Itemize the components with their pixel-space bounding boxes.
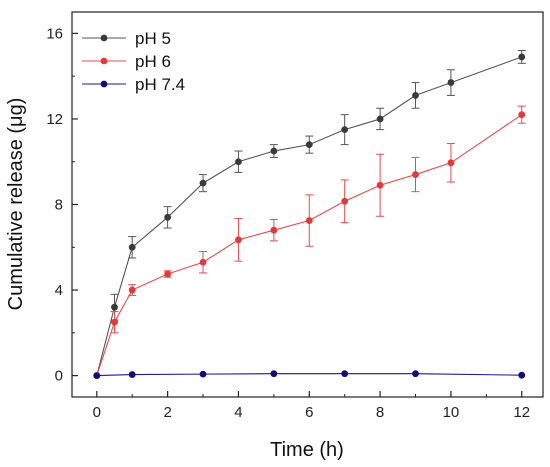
data-point xyxy=(518,53,526,61)
data-point xyxy=(128,286,136,294)
x-tick-label: 12 xyxy=(513,404,530,421)
data-point xyxy=(199,179,207,187)
data-point xyxy=(164,270,172,278)
data-point xyxy=(305,217,313,224)
x-axis: 0 2 4 6 8 10 12 xyxy=(93,391,530,421)
data-point xyxy=(341,197,349,205)
legend-item: pH 6 xyxy=(82,52,171,71)
data-point xyxy=(164,213,172,221)
x-tick-label: 4 xyxy=(234,404,242,421)
legend-item: pH 5 xyxy=(82,29,171,48)
data-point xyxy=(111,318,118,326)
legend-item: pH 7.4 xyxy=(82,75,185,94)
data-point xyxy=(447,159,455,167)
legend-label: pH 7.4 xyxy=(135,75,185,94)
data-point xyxy=(412,92,419,99)
data-point xyxy=(518,371,526,379)
y-tick-label: 4 xyxy=(55,282,63,299)
x-tick-label: 8 xyxy=(376,404,384,421)
data-point xyxy=(305,141,313,149)
y-tick-label: 12 xyxy=(46,111,63,128)
y-tick-label: 0 xyxy=(55,368,63,385)
data-point xyxy=(376,181,384,189)
data-point xyxy=(93,372,101,380)
x-tick-label: 0 xyxy=(93,404,101,421)
data-point xyxy=(376,115,384,123)
data-point xyxy=(128,371,136,378)
data-point xyxy=(341,370,349,378)
legend-marker xyxy=(100,57,108,65)
legend-marker xyxy=(100,80,108,88)
legend: pH 5 pH 6 pH 7.4 xyxy=(82,29,185,94)
data-point xyxy=(412,171,419,178)
legend-label: pH 5 xyxy=(135,29,171,48)
x-tick-label: 2 xyxy=(163,404,171,421)
data-point xyxy=(412,370,419,378)
data-point xyxy=(270,147,278,155)
data-point xyxy=(128,243,136,251)
data-point xyxy=(199,370,207,378)
x-axis-title: Time (h) xyxy=(270,439,344,461)
data-point xyxy=(199,258,207,266)
data-point xyxy=(270,370,278,378)
data-point xyxy=(341,126,349,134)
data-point xyxy=(518,111,526,119)
x-tick-label: 10 xyxy=(443,404,460,421)
y-tick-label: 16 xyxy=(46,25,63,42)
legend-label: pH 6 xyxy=(135,52,171,71)
series-ph-7.4 xyxy=(93,370,526,380)
series-layer xyxy=(93,50,526,380)
data-point xyxy=(447,79,455,86)
y-axis: 0 4 8 12 16 xyxy=(46,25,78,385)
series-line xyxy=(96,373,522,377)
y-axis-title: Cumulative release (μg) xyxy=(5,98,27,311)
x-tick-label: 6 xyxy=(305,404,313,421)
y-tick-label: 8 xyxy=(55,197,63,214)
data-point xyxy=(270,226,278,234)
data-point xyxy=(235,158,242,166)
data-point xyxy=(111,303,118,311)
data-point xyxy=(235,236,242,244)
legend-marker xyxy=(100,34,108,42)
